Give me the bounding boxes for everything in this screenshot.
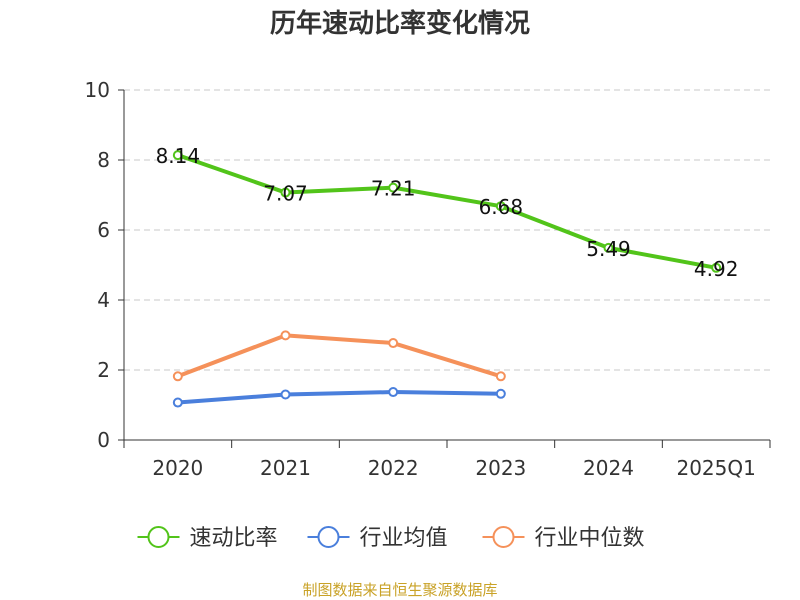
data-label: 5.49 <box>586 237 631 261</box>
x-tick-label: 2022 <box>368 456 419 480</box>
data-point <box>172 371 183 382</box>
y-tick-label: 0 <box>97 428 110 452</box>
data-point <box>280 389 291 400</box>
x-tick-label: 2023 <box>475 456 526 480</box>
legend-label: 速动比率 <box>190 526 278 551</box>
y-tick-label: 4 <box>97 288 110 312</box>
y-tick-label: 6 <box>97 218 110 242</box>
legend-label: 行业中位数 <box>535 526 645 551</box>
data-point <box>388 387 399 398</box>
y-tick-label: 8 <box>97 148 110 172</box>
legend-marker <box>317 526 340 548</box>
data-point <box>280 187 291 198</box>
data-point <box>388 338 399 349</box>
grid <box>124 89 770 371</box>
legend-marker <box>147 526 170 548</box>
data-point <box>172 150 183 161</box>
x-tick-label: 2024 <box>583 456 634 480</box>
series-line-1 <box>175 390 503 405</box>
data-point <box>603 242 614 253</box>
x-tick-label: 2021 <box>260 456 311 480</box>
legend: 速动比率 行业均值 行业中位数 <box>137 526 645 551</box>
data-point <box>172 397 183 408</box>
axes: 0 2 4 6 8 10 2020 2021 2022 2023 2024 2025Q1 <box>85 78 771 480</box>
legend-label: 行业均值 <box>360 526 448 551</box>
x-tick-label: 2020 <box>152 456 203 480</box>
data-point <box>388 182 399 193</box>
data-label: 4.92 <box>694 257 739 281</box>
y-tick-label: 2 <box>97 358 110 382</box>
data-point <box>495 201 506 212</box>
legend-marker <box>492 526 515 548</box>
plot-area <box>172 150 722 408</box>
data-point <box>495 388 506 399</box>
data-point <box>495 371 506 382</box>
data-labels: 8.14 7.07 7.21 6.68 5.49 4.92 <box>156 144 739 281</box>
series-line-0 <box>175 153 719 270</box>
data-label: 8.14 <box>156 144 201 168</box>
x-tick-label: 2025Q1 <box>676 456 755 480</box>
chart-title: 历年速动比率变化情况 <box>270 8 530 39</box>
data-point <box>711 262 722 273</box>
data-label: 7.07 <box>263 182 308 206</box>
series-line-2 <box>175 333 503 379</box>
data-label: 6.68 <box>479 195 524 219</box>
y-tick-label: 10 <box>85 78 110 102</box>
source-note: 制图数据来自恒生聚源数据库 <box>302 581 497 599</box>
data-label: 7.21 <box>371 177 416 201</box>
data-point <box>280 330 291 341</box>
